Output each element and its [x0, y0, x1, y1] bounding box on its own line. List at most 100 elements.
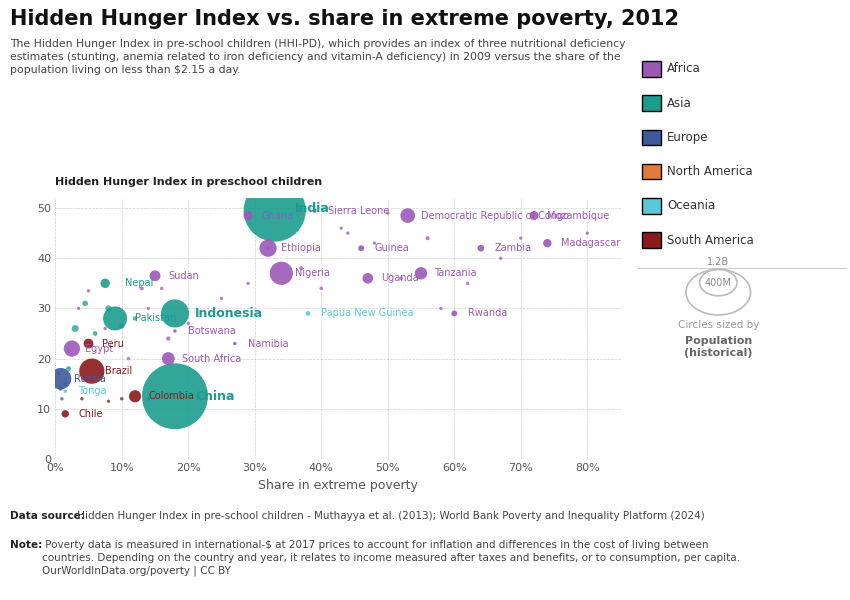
Point — [334, 223, 348, 233]
Point — [421, 233, 434, 243]
Point — [581, 229, 594, 238]
Text: Sierra Leone: Sierra Leone — [328, 206, 389, 215]
Point — [275, 268, 288, 278]
Text: Poverty data is measured in international-$ at 2017 prices to account for inflat: Poverty data is measured in internationa… — [42, 540, 740, 576]
Point — [394, 274, 408, 283]
Point — [341, 229, 354, 238]
Text: Nigeria: Nigeria — [295, 268, 330, 278]
Text: South America: South America — [667, 233, 754, 247]
Point — [115, 321, 128, 331]
Point — [128, 391, 142, 401]
Point — [168, 391, 182, 401]
Point — [54, 374, 67, 383]
Point — [85, 367, 99, 376]
Point — [314, 284, 328, 293]
Point — [82, 339, 95, 349]
Point — [108, 314, 122, 323]
Point — [68, 324, 82, 334]
Text: Asia: Asia — [667, 97, 692, 110]
Point — [474, 244, 488, 253]
Text: China: China — [195, 390, 235, 403]
Text: Hidden Hunger Index in pre-school children - Muthayya et al. (2013); World Bank : Hidden Hunger Index in pre-school childr… — [74, 511, 705, 521]
Point — [71, 304, 85, 313]
Point — [135, 284, 149, 293]
Text: Zambia: Zambia — [494, 243, 531, 253]
Point — [55, 394, 69, 404]
Point — [115, 394, 128, 404]
Text: Chile: Chile — [78, 409, 103, 419]
Text: Nepal: Nepal — [125, 278, 154, 289]
Text: Egypt: Egypt — [85, 344, 113, 353]
Point — [65, 344, 79, 353]
Point — [541, 238, 554, 248]
Text: Population
(historical): Population (historical) — [684, 336, 752, 358]
Text: Note:: Note: — [10, 540, 43, 550]
Text: Ethiopia: Ethiopia — [281, 243, 321, 253]
Point — [155, 284, 168, 293]
Text: Pakistan: Pakistan — [135, 313, 176, 323]
Text: Papua New Guinea: Papua New Guinea — [321, 308, 414, 319]
Point — [215, 293, 229, 303]
Text: Madagascar: Madagascar — [561, 238, 620, 248]
Point — [401, 211, 415, 220]
Point — [361, 274, 375, 283]
Point — [59, 409, 72, 419]
Text: Sudan: Sudan — [168, 271, 199, 281]
Text: Tonga: Tonga — [78, 386, 107, 396]
Text: South Africa: South Africa — [182, 353, 241, 364]
Point — [142, 304, 156, 313]
Point — [102, 397, 116, 406]
Text: Hidden Hunger Index vs. share in extreme poverty, 2012: Hidden Hunger Index vs. share in extreme… — [10, 9, 679, 29]
Point — [62, 346, 76, 356]
Point — [52, 369, 65, 379]
Point — [294, 263, 308, 273]
Point — [59, 386, 72, 396]
Point — [88, 329, 102, 338]
Point — [99, 278, 112, 288]
Point — [59, 379, 72, 389]
Point — [241, 278, 255, 288]
Text: Circles sized by: Circles sized by — [677, 320, 759, 330]
Text: Botswana: Botswana — [188, 326, 236, 336]
Point — [54, 384, 67, 394]
Text: Rwanda: Rwanda — [468, 308, 507, 319]
Point — [447, 308, 461, 318]
Point — [527, 211, 541, 220]
Text: North America: North America — [667, 165, 753, 178]
Point — [514, 233, 528, 243]
Point — [128, 314, 142, 323]
Text: Namibia: Namibia — [248, 338, 289, 349]
Point — [82, 286, 95, 296]
Point — [381, 208, 394, 218]
Point — [168, 326, 182, 336]
Point — [368, 238, 382, 248]
Text: Hidden Hunger Index in preschool children: Hidden Hunger Index in preschool childre… — [55, 177, 322, 187]
Text: 400M: 400M — [705, 278, 732, 287]
Text: Indonesia: Indonesia — [195, 307, 263, 320]
Text: Tanzania: Tanzania — [434, 268, 477, 278]
Point — [308, 206, 321, 215]
Point — [268, 206, 281, 215]
Point — [75, 394, 88, 404]
Point — [228, 339, 241, 349]
Text: India: India — [295, 202, 330, 215]
Point — [354, 244, 368, 253]
Point — [241, 211, 255, 220]
Text: Ghana: Ghana — [262, 211, 293, 221]
Text: Our World
in Data: Our World in Data — [711, 15, 777, 44]
Text: The Hidden Hunger Index in pre-school children (HHI-PD), which provides an index: The Hidden Hunger Index in pre-school ch… — [10, 39, 626, 76]
Point — [62, 364, 76, 373]
Point — [261, 244, 275, 253]
Point — [142, 394, 156, 404]
Text: Guinea: Guinea — [375, 243, 409, 253]
Point — [78, 299, 92, 308]
Point — [181, 319, 195, 328]
Point — [122, 354, 135, 364]
Text: Russia: Russia — [74, 374, 105, 383]
Point — [261, 244, 275, 253]
Point — [99, 324, 112, 334]
Point — [148, 271, 162, 281]
Point — [494, 253, 507, 263]
Point — [301, 308, 314, 318]
Point — [102, 304, 116, 313]
